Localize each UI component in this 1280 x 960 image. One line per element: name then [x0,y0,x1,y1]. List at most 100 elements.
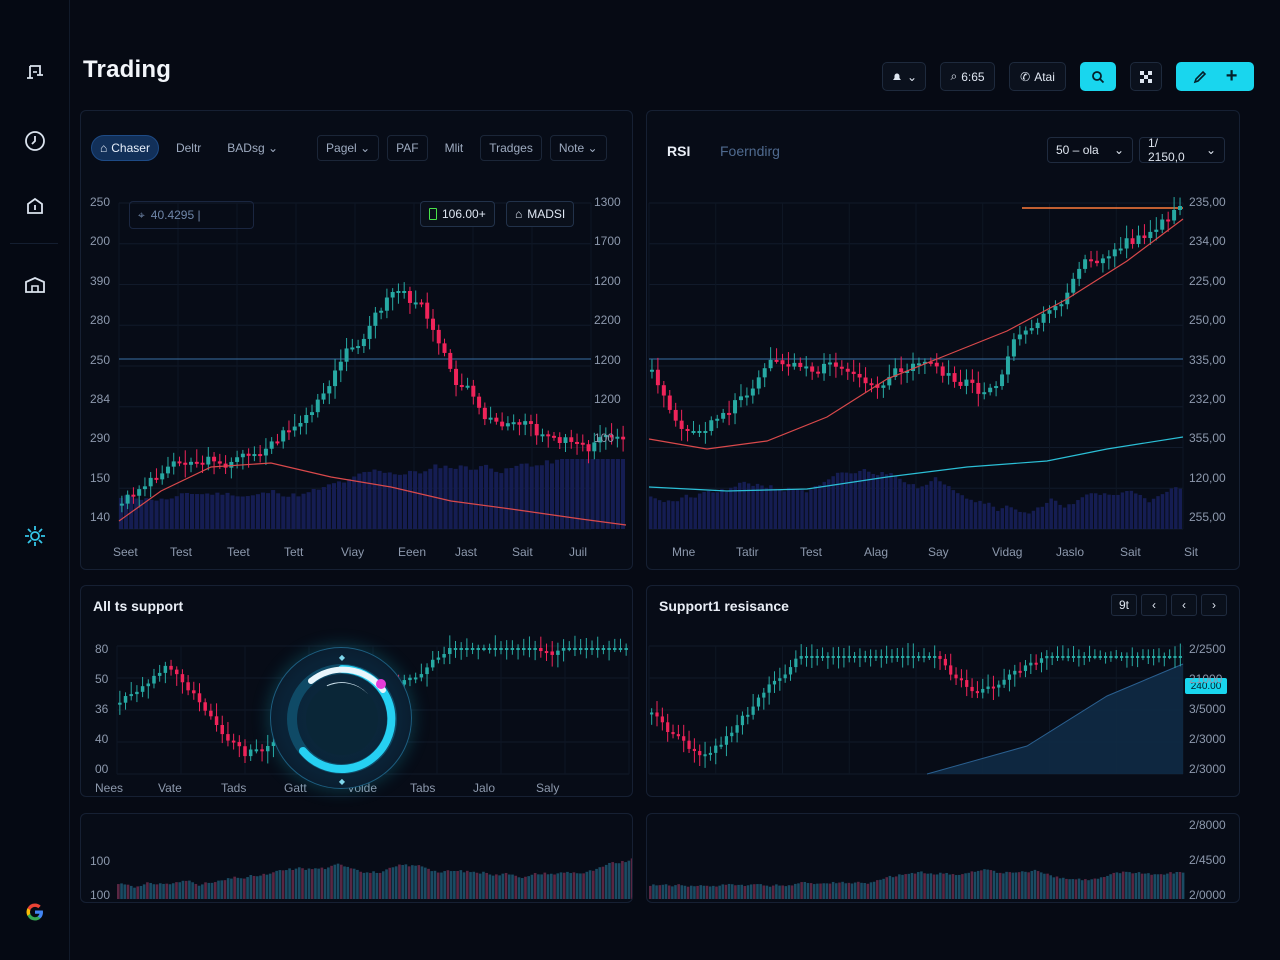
resistance-candle [986,674,990,694]
gauge-dial[interactable]: ◆ ◆ [270,647,412,789]
nav-btn-next[interactable]: › [1201,594,1227,616]
draw-add-button[interactable]: + [1176,62,1254,91]
tab-badsg[interactable]: BADsg ⌄ [218,135,287,161]
rsi-right-tick-5: 232,00 [1189,392,1226,406]
volume-bar [929,873,933,899]
rsi-candlestick-chart[interactable] [647,111,1240,570]
volume-bar [330,865,333,899]
building-icon[interactable] [22,272,48,298]
rsi-period-select[interactable]: 50 – ola ⌄ [1047,137,1133,163]
clock-icon[interactable] [22,128,48,154]
volume-bar [598,867,602,899]
rsi-candle [798,357,803,371]
volume-bar [871,473,875,529]
search-button[interactable] [1080,62,1116,91]
rsi-price-select[interactable]: 1/ 2150,0 ⌄ [1139,136,1225,164]
rsi-candle [827,354,832,377]
main-candle [471,379,476,405]
tab-chaser[interactable]: ⌂ Chaser [91,135,159,161]
main-candle [223,455,228,474]
tab-deltr[interactable]: Deltr [167,135,210,161]
volume-bar [983,869,986,899]
volume-bar [951,490,956,529]
volume-bar [920,486,924,529]
rsi-candle [1136,225,1141,248]
volume-bar [1125,871,1128,899]
nav-btn-zoom[interactable]: 9t [1111,594,1137,616]
volume-bar [911,484,915,529]
search-time-button[interactable]: ⌕ 6:65 [940,62,995,91]
volume-bar [939,872,942,899]
volume-bar [898,874,901,899]
volume-bar [746,483,751,529]
volume-bar [800,882,803,899]
resistance-candle [869,649,873,667]
settings-gear-icon[interactable] [22,523,48,549]
volume-bar [382,472,387,529]
main-right-tick-1: 1700 [594,234,621,249]
main-candle [413,290,418,309]
volume-bar [825,883,829,899]
tab-paf[interactable]: PAF [387,135,428,161]
volume-bar [778,489,782,529]
tab-mlit[interactable]: Mlit [436,135,473,161]
volume-bar [872,881,876,899]
volume-bar [933,477,938,529]
main-left-tick-3: 280 [90,313,111,328]
main-x-tick-4: Viay [341,545,365,559]
music-note-icon[interactable] [22,60,48,86]
alert-dropdown-button[interactable]: ⌄ [882,62,926,91]
main-candle [454,360,459,397]
main-candle [534,413,539,445]
price-chip[interactable]: 106.00+ [420,201,495,227]
volume-bar [671,501,675,529]
volume-bar [1076,500,1080,529]
rsi-candle [715,414,720,429]
phone-button[interactable]: ✆ Atai [1009,62,1066,91]
volume-bar [604,864,608,899]
support-candle [539,636,543,658]
resistance-candle [1050,652,1054,666]
volume-bar [255,876,259,899]
nav-btn-prev[interactable]: ‹ [1141,594,1167,616]
resistance-candle [751,693,755,720]
volume-bar [119,497,124,529]
tab-pagel[interactable]: Pagel ⌄ [317,135,380,161]
grid-button[interactable] [1130,62,1162,91]
main-right-tick-3: 2200 [594,313,621,328]
volume-bar [857,881,860,899]
volume-bar [391,867,395,899]
rsi-candle [756,370,761,395]
resistance-candle [933,645,937,669]
resistance-area-edge [926,663,1184,775]
volume-bar [727,883,731,899]
main-candlestick-chart[interactable] [81,111,633,570]
volume-bar [430,871,434,899]
main-candle [436,324,441,355]
volume-bar [775,884,778,899]
main-x-tick-8: Juil [569,545,588,559]
support-candle [413,672,418,684]
volume-bar [394,866,398,899]
tab-tradges[interactable]: Tradges [480,135,542,161]
volume-bar [378,872,382,899]
volume-bar [504,872,508,899]
indicator-chip[interactable]: ⌂ MADSI [506,201,575,227]
volume-bar [819,883,822,899]
volume-bar [239,878,243,899]
home-icon[interactable] [22,193,48,219]
volume-bar [1053,500,1058,529]
volume-chart-left[interactable] [81,814,633,903]
rsi-subtitle[interactable]: Foerndirg [720,143,780,159]
resistance-candlestick-chart[interactable] [647,586,1240,797]
volume-chart-right[interactable] [647,814,1240,903]
resistance-candle [1007,669,1012,692]
nav-btn-back[interactable]: ‹ [1171,594,1197,616]
volume-bar [226,878,230,899]
main-candle [500,412,505,431]
volume-bar [982,503,987,529]
price-search-input[interactable]: ⌖ 40.4295 | [129,201,254,229]
volume-bar [760,485,764,529]
tab-note[interactable]: Note ⌄ [549,135,607,161]
support-candle [499,641,503,655]
